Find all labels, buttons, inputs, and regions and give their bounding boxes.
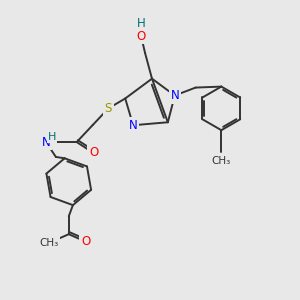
Text: N: N [170,89,179,102]
Text: O: O [89,146,98,160]
Text: S: S [105,102,112,115]
Text: O: O [136,30,146,43]
Text: O: O [81,235,90,248]
Text: CH₃: CH₃ [212,156,231,166]
Text: CH₃: CH₃ [39,238,58,248]
Text: H: H [137,17,146,30]
Text: N: N [42,136,50,148]
Text: N: N [129,119,137,132]
Text: H: H [48,132,56,142]
